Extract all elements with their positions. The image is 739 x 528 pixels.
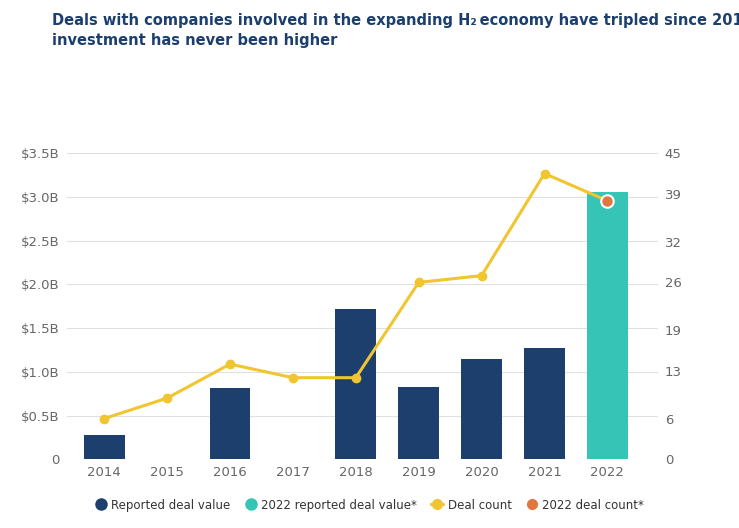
Bar <box>524 348 565 459</box>
Bar <box>84 435 125 459</box>
Bar <box>587 193 628 459</box>
Bar <box>461 359 502 459</box>
Text: Deals with companies involved in the expanding H₂ economy have tripled since 201: Deals with companies involved in the exp… <box>52 13 739 48</box>
Bar <box>336 309 376 459</box>
Legend: Reported deal value, 2022 reported deal value*, Deal count, 2022 deal count*: Reported deal value, 2022 reported deal … <box>90 494 649 517</box>
Bar <box>210 388 251 459</box>
Bar <box>398 386 439 459</box>
